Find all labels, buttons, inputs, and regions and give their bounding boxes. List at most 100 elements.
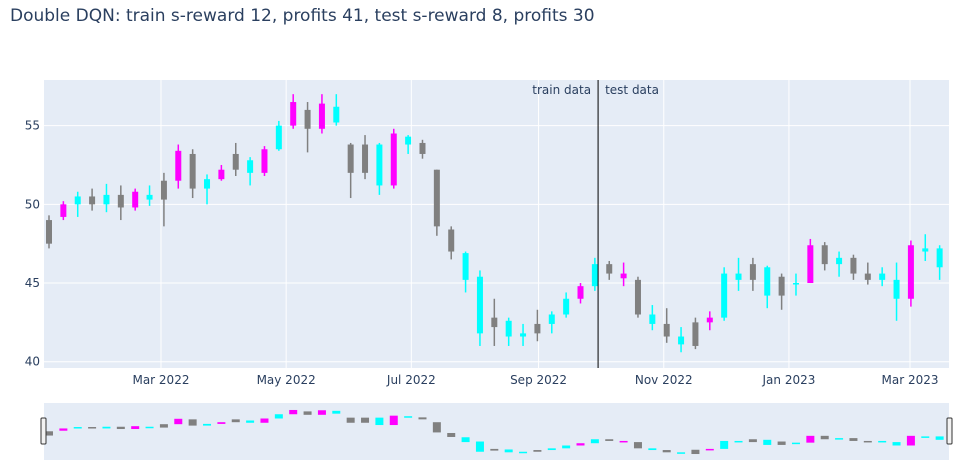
candle bbox=[577, 283, 584, 304]
candle-body bbox=[476, 276, 483, 334]
range-slider-background[interactable] bbox=[44, 403, 949, 460]
candle bbox=[117, 185, 124, 221]
candle-body bbox=[649, 314, 656, 324]
train-data-label: train data bbox=[532, 83, 591, 97]
slider-candle bbox=[835, 438, 844, 440]
candle-body bbox=[520, 333, 527, 337]
candle-body bbox=[606, 264, 613, 274]
candle bbox=[505, 317, 512, 346]
candle-body bbox=[893, 279, 900, 299]
slider-candle bbox=[849, 438, 858, 441]
candle-body bbox=[132, 191, 139, 208]
candle bbox=[936, 245, 943, 280]
slider-candle bbox=[260, 418, 269, 423]
candle-body bbox=[563, 298, 570, 315]
candle bbox=[807, 238, 814, 284]
slider-candle bbox=[159, 424, 168, 428]
slider-candle bbox=[246, 420, 255, 423]
candle bbox=[706, 311, 713, 331]
candle bbox=[89, 188, 96, 211]
candle-body bbox=[376, 144, 383, 186]
candle bbox=[663, 308, 670, 343]
slider-candle bbox=[633, 442, 642, 449]
slider-candle bbox=[389, 415, 398, 426]
candle bbox=[261, 146, 268, 176]
candle bbox=[189, 149, 196, 199]
candle-body bbox=[879, 273, 886, 280]
candle-body bbox=[850, 257, 857, 274]
candle-body bbox=[419, 142, 426, 154]
candle-body bbox=[390, 133, 397, 186]
candle-body bbox=[60, 204, 67, 217]
candle-body bbox=[146, 194, 153, 200]
range-slider-right-handle[interactable] bbox=[946, 417, 953, 445]
slider-candle bbox=[547, 448, 556, 451]
slider-candle bbox=[863, 440, 872, 443]
x-axis: Mar 2022 May 2022 Jul 2022 Sep 2022 Nov 2022… bbox=[132, 373, 938, 387]
slider-candle bbox=[748, 439, 757, 443]
slider-candle bbox=[59, 428, 68, 431]
candle-body bbox=[735, 273, 742, 280]
candle bbox=[247, 157, 254, 186]
slider-candle bbox=[203, 423, 212, 426]
candle-body bbox=[290, 102, 297, 126]
slider-candle bbox=[174, 418, 183, 425]
candle bbox=[606, 260, 613, 280]
candle-body bbox=[792, 283, 799, 285]
candle-body bbox=[433, 169, 440, 227]
candle bbox=[304, 102, 311, 153]
candle bbox=[821, 242, 828, 271]
candle-body bbox=[807, 245, 814, 284]
range-slider[interactable] bbox=[40, 403, 953, 460]
slider-candle bbox=[375, 417, 384, 426]
candle bbox=[864, 262, 871, 285]
candle-body bbox=[304, 109, 311, 129]
candle bbox=[376, 142, 383, 195]
candle bbox=[132, 188, 139, 211]
candle bbox=[103, 183, 110, 213]
candle-body bbox=[821, 245, 828, 265]
slider-candle bbox=[677, 452, 686, 454]
candle-body bbox=[721, 273, 728, 318]
candle bbox=[218, 164, 225, 181]
slider-candle bbox=[116, 426, 125, 430]
slider-candle bbox=[317, 410, 326, 415]
slider-candle bbox=[102, 426, 111, 429]
candle-body bbox=[534, 323, 541, 334]
candle-body bbox=[448, 229, 455, 252]
slider-candle bbox=[217, 422, 226, 424]
candle bbox=[448, 226, 455, 260]
slider-candle bbox=[533, 450, 542, 452]
slider-candle bbox=[73, 427, 82, 429]
candle bbox=[476, 270, 483, 346]
x-tick-label: Mar 2022 bbox=[132, 373, 189, 387]
candle bbox=[534, 309, 541, 342]
candle-body bbox=[749, 264, 756, 280]
x-tick-label: Mar 2023 bbox=[882, 373, 939, 387]
candle bbox=[318, 94, 325, 134]
slider-candle bbox=[131, 426, 140, 430]
range-slider-candles bbox=[45, 409, 944, 455]
slider-candle bbox=[361, 417, 370, 423]
candle bbox=[204, 174, 211, 205]
candle bbox=[721, 267, 728, 321]
candle bbox=[275, 120, 282, 151]
candle bbox=[462, 251, 469, 293]
slider-candle bbox=[231, 419, 240, 423]
candle bbox=[146, 185, 153, 206]
candle-body bbox=[778, 276, 785, 296]
candle bbox=[678, 327, 685, 353]
candle-body bbox=[620, 273, 627, 279]
candle-body bbox=[405, 136, 412, 145]
candle bbox=[836, 251, 843, 277]
candle bbox=[893, 262, 900, 321]
slider-candle bbox=[45, 431, 53, 436]
slider-candle bbox=[303, 411, 312, 415]
range-slider-left-handle[interactable] bbox=[40, 417, 47, 445]
x-tick-label: Sep 2022 bbox=[510, 373, 567, 387]
candle bbox=[390, 128, 397, 189]
candle bbox=[362, 135, 369, 180]
candle-body bbox=[160, 180, 167, 200]
candle-body bbox=[189, 153, 196, 189]
